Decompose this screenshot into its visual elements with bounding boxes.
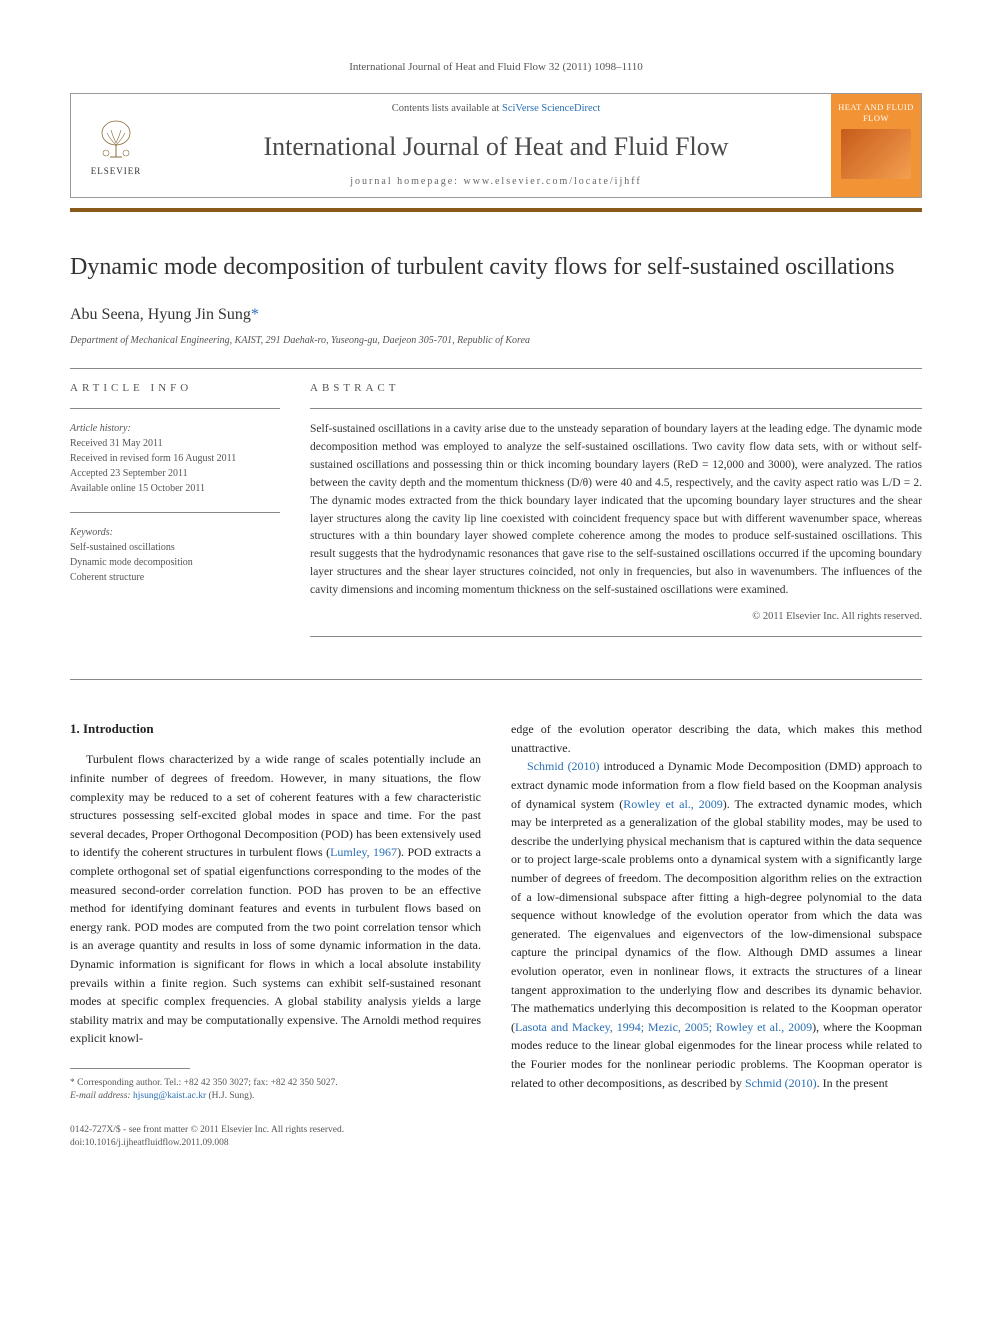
email-link[interactable]: hjsung@kaist.ac.kr (133, 1091, 206, 1101)
homepage-url[interactable]: www.elsevier.com/locate/ijhff (463, 176, 641, 187)
abstract-text: Self-sustained oscillations in a cavity … (310, 421, 922, 599)
section-1-heading: 1. Introduction (70, 720, 481, 738)
divider (70, 512, 280, 513)
page: International Journal of Heat and Fluid … (0, 0, 992, 1190)
keywords-block: Keywords: Self-sustained oscillations Dy… (70, 525, 280, 585)
corresponding-footnote: * Corresponding author. Tel.: +82 42 350… (70, 1077, 481, 1104)
history-label: Article history: (70, 421, 280, 436)
author-names: Abu Seena, Hyung Jin Sung (70, 306, 251, 323)
issn-line: 0142-727X/$ - see front matter © 2011 El… (70, 1124, 922, 1137)
full-divider (70, 679, 922, 680)
banner-center: Contents lists available at SciVerse Sci… (161, 94, 831, 197)
divider (310, 636, 922, 637)
elsevier-tree-icon (92, 115, 140, 163)
contents-line: Contents lists available at SciVerse Sci… (171, 102, 821, 117)
online-date: Available online 15 October 2011 (70, 481, 280, 496)
publisher-name: ELSEVIER (91, 165, 142, 178)
body-text-span: Turbulent flows characterized by a wide … (70, 752, 481, 859)
homepage-prefix: journal homepage: (350, 176, 463, 187)
body-columns: 1. Introduction Turbulent flows characte… (70, 720, 922, 1103)
citation-link[interactable]: Lasota and Mackey, 1994; Mezic, 2005; Ro… (515, 1020, 812, 1034)
body-text-span: ). The extracted dynamic modes, which ma… (511, 797, 922, 1034)
elsevier-logo: ELSEVIER (86, 111, 146, 181)
article-info-heading: ARTICLE INFO (70, 381, 280, 396)
divider (70, 368, 922, 369)
body-text-span: ). POD extracts a complete orthogonal se… (70, 845, 481, 1045)
info-abstract-row: ARTICLE INFO Article history: Received 3… (70, 381, 922, 649)
citation-link[interactable]: Schmid (2010) (527, 759, 600, 773)
journal-banner: ELSEVIER Contents lists available at Sci… (70, 93, 922, 198)
abstract-column: ABSTRACT Self-sustained oscillations in … (310, 381, 922, 649)
body-paragraph: Schmid (2010) introduced a Dynamic Mode … (511, 757, 922, 1092)
cover-image (841, 129, 911, 179)
body-paragraph: edge of the evolution operator describin… (511, 720, 922, 757)
footnote-divider (70, 1068, 190, 1069)
email-line: E-mail address: hjsung@kaist.ac.kr (H.J.… (70, 1090, 481, 1103)
sciencedirect-link[interactable]: SciVerse ScienceDirect (502, 103, 600, 114)
divider (70, 408, 280, 409)
cover-title: HEAT AND FLUID FLOW (835, 102, 917, 122)
corr-author-info: * Corresponding author. Tel.: +82 42 350… (70, 1077, 481, 1090)
article-title: Dynamic mode decomposition of turbulent … (70, 252, 922, 283)
keywords-label: Keywords: (70, 525, 280, 540)
contents-prefix: Contents lists available at (392, 103, 502, 114)
received-date: Received 31 May 2011 (70, 436, 280, 451)
email-label: E-mail address: (70, 1091, 131, 1101)
authors: Abu Seena, Hyung Jin Sung* (70, 304, 922, 326)
revised-date: Received in revised form 16 August 2011 (70, 451, 280, 466)
right-column: edge of the evolution operator describin… (511, 720, 922, 1103)
homepage-line: journal homepage: www.elsevier.com/locat… (171, 175, 821, 189)
corresponding-marker: * (251, 306, 259, 323)
keyword: Self-sustained oscillations (70, 540, 280, 555)
journal-cover: HEAT AND FLUID FLOW (831, 94, 921, 197)
abstract-copyright: © 2011 Elsevier Inc. All rights reserved… (310, 610, 922, 625)
journal-name: International Journal of Heat and Fluid … (171, 129, 821, 165)
body-paragraph: Turbulent flows characterized by a wide … (70, 750, 481, 1048)
abstract-heading: ABSTRACT (310, 381, 922, 396)
citation-link[interactable]: Schmid (2010) (745, 1076, 817, 1090)
accepted-date: Accepted 23 September 2011 (70, 466, 280, 481)
article-info-column: ARTICLE INFO Article history: Received 3… (70, 381, 280, 649)
email-name: (H.J. Sung). (208, 1091, 254, 1101)
citation-link[interactable]: Lumley, 1967 (330, 845, 397, 859)
publisher-logo-box: ELSEVIER (71, 94, 161, 197)
left-column: 1. Introduction Turbulent flows characte… (70, 720, 481, 1103)
citation-link[interactable]: Rowley et al., 2009 (623, 797, 723, 811)
header-citation: International Journal of Heat and Fluid … (70, 60, 922, 75)
keyword: Coherent structure (70, 570, 280, 585)
divider (310, 408, 922, 409)
doi-line: doi:10.1016/j.ijheatfluidflow.2011.09.00… (70, 1137, 922, 1150)
keyword: Dynamic mode decomposition (70, 555, 280, 570)
article-history: Article history: Received 31 May 2011 Re… (70, 421, 280, 496)
header-bar (70, 208, 922, 212)
body-text-span: . In the present (817, 1076, 888, 1090)
affiliation: Department of Mechanical Engineering, KA… (70, 334, 922, 348)
footer: 0142-727X/$ - see front matter © 2011 El… (70, 1124, 922, 1151)
